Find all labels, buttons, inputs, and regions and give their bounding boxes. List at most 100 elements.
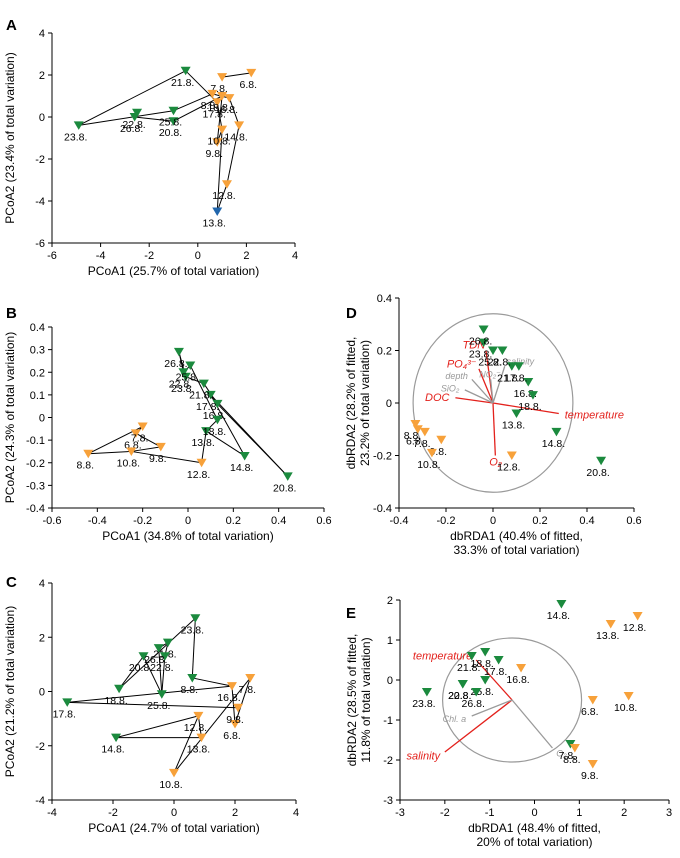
panel-c: C -4 -2 0 2 4 -4 -2 0 2 4 PCoA1 (24.7% of total var… [3,574,299,835]
point-label: 16.8. [514,388,537,400]
data-point [516,664,527,673]
point-label: 9.8. [430,446,448,458]
point-label: 12.8. [212,190,235,202]
point-label: 18.8. [518,401,541,413]
point-label: 20.8. [273,482,296,494]
y-axis-label: dbRDA2 (28.2% of fitted, [344,337,358,470]
data-point [178,368,189,377]
point-label: 21.8. [189,390,212,402]
data-point [73,121,84,130]
connection-line [216,95,223,143]
point-label: 17.8. [484,666,507,678]
panel-letter: E [346,605,356,622]
vector-line [475,659,513,701]
y-axis-label: PCoA2 (21.2% of total variation) [3,606,17,777]
connection-line [131,450,202,464]
data-point [605,620,616,629]
x-tick-label: -0.2 [437,515,456,527]
y-axis-label: PCoA2 (23.4% of total variation) [3,52,17,223]
data-point [478,325,489,334]
data-point [224,94,235,103]
y-tick-label: 0.4 [377,293,392,305]
connection-line [234,677,251,725]
point-label: 18.8. [207,102,230,114]
y-tick-label: 0 [387,675,393,687]
data-point [478,338,489,348]
data-point [410,420,421,429]
vector-label: salinity [406,751,441,763]
point-label: 8.8. [181,684,199,696]
data-point [185,361,196,370]
data-point [421,688,432,697]
y-tick-label: 0 [39,687,45,699]
vector-line [464,389,494,404]
y-tick-label: -4 [35,795,45,807]
data-point [114,684,125,694]
panel-letter: B [6,305,17,322]
vector-label: depth [445,371,468,381]
vector-label: TDN [463,340,486,352]
x-axis-label: dbRDA1 (48.4% of fitted, [468,821,601,835]
point-label: 16.8. [506,674,529,686]
x-tick-label: 0.2 [226,515,241,527]
x-tick-label: 0 [490,515,496,527]
connection-line [131,446,161,452]
y-tick-label: 0 [39,413,45,425]
point-label: 9.8. [149,453,167,465]
point-label: 26.8. [469,336,492,348]
y-tick-label: -2 [35,741,45,753]
panel-letter: C [6,574,17,591]
connection-line [161,656,166,695]
point-label: 22.8. [448,690,471,702]
y-tick-label: -4 [35,196,45,208]
point-label: 14.8. [101,744,124,756]
point-label: 21.8. [457,662,480,674]
vector-line [511,699,553,749]
x-tick-label: 0 [171,807,177,819]
vector-line [492,366,506,404]
point-label: 16.8. [217,692,240,704]
connection-line [228,97,240,126]
x-axis-label: PCoA1 (25.7% of total variation) [88,264,259,278]
point-label: 9.8. [581,770,599,782]
y-tick-label: 0.1 [30,390,45,402]
point-label: 21.8. [171,77,194,89]
x-tick-label: -2 [440,807,450,819]
y-tick-label: 4 [39,578,45,590]
point-label: 17.8. [203,108,226,120]
data-point [497,346,508,355]
data-point [523,378,534,387]
data-point [168,117,179,126]
y-tick-label: 0.4 [30,322,45,334]
point-label: 12.8. [187,469,210,481]
point-label: 10.8. [159,779,182,791]
data-point [511,409,522,418]
panel-letter: A [6,17,17,34]
y-tick-label: 2 [387,595,393,607]
point-label: 13.8. [203,218,226,230]
point-label: 14.8. [547,610,570,622]
data-point [130,429,141,438]
connection-line [135,432,162,448]
data-point [198,379,209,389]
data-point [196,733,207,743]
point-label: 7.8. [131,433,149,445]
connection-line [192,677,233,687]
data-point [190,614,201,623]
data-point [587,760,598,769]
data-point [153,644,164,653]
x-axis-label: PCoA1 (24.7% of total variation) [88,821,259,835]
y-tick-label: 4 [39,28,45,40]
connection-line [173,715,199,774]
x-tick-label: 2 [243,250,249,262]
data-point [138,652,149,661]
data-point [493,656,504,665]
point-label: 25.8. [478,357,501,369]
connection-line [201,431,207,463]
connection-line [173,677,251,774]
x-tick-label: 3 [666,807,672,819]
point-label: 18.8. [203,426,226,438]
point-label: 14.8. [542,438,565,450]
panel-a: A -6 -4 -2 0 2 4 -6 -4 -2 0 2 4 PCoA1 (25.7% of total… [3,17,298,278]
point-label: 7.8. [413,438,431,450]
